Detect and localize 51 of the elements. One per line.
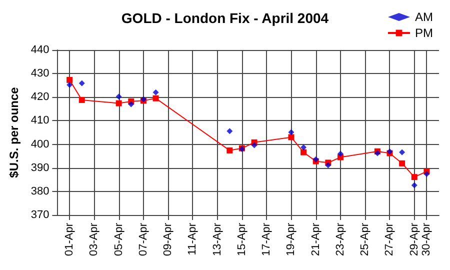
- point: [399, 160, 406, 166]
- point: [78, 80, 85, 86]
- x-tick-label: 15-Apr: [236, 222, 248, 256]
- point: [226, 147, 233, 154]
- y-tick-label: 370: [30, 209, 50, 221]
- y-tick-label: 380: [30, 185, 50, 198]
- y-tick-label: 410: [30, 114, 50, 127]
- point: [411, 174, 418, 180]
- point: [66, 82, 73, 88]
- x-tick-label: 11-Apr: [186, 222, 199, 256]
- point: [152, 95, 159, 102]
- point: [411, 182, 418, 188]
- y-tick-label: 420: [30, 91, 50, 104]
- x-tick-label: 27-Apr: [384, 222, 396, 256]
- x-tick-label: 29-Apr: [408, 222, 420, 256]
- x-tick-label: 03-Apr: [88, 222, 100, 256]
- x-tick-label: 23-Apr: [334, 222, 346, 256]
- point: [288, 134, 294, 140]
- point: [78, 96, 85, 103]
- point: [116, 100, 122, 106]
- point: [66, 76, 73, 83]
- x-tick-label: 17-Apr: [260, 222, 273, 256]
- point: [325, 162, 332, 168]
- y-tick-label: 390: [30, 162, 50, 174]
- x-tick-label: 09-Apr: [162, 222, 174, 256]
- point: [152, 89, 159, 96]
- chart-title: GOLD - London Fix - April 2004: [121, 10, 329, 26]
- point: [424, 170, 430, 177]
- x-tick-label: 21-Apr: [310, 222, 322, 256]
- x-tick-label: 13-Apr: [211, 222, 224, 256]
- point: [300, 149, 307, 156]
- y-axis-title: $U.S. per ounce: [7, 86, 21, 178]
- y-tick-label: 430: [30, 68, 50, 80]
- point: [251, 142, 258, 148]
- x-tick-label: 07-Apr: [137, 222, 150, 256]
- y-tick-label: 440: [30, 44, 50, 56]
- point: [337, 150, 344, 157]
- point: [300, 144, 307, 150]
- x-tick-label: 05-Apr: [112, 222, 125, 256]
- y-tick-label: 400: [30, 138, 50, 150]
- point: [226, 128, 233, 134]
- legend-label: PM: [415, 26, 434, 40]
- x-tick-label: 25-Apr: [359, 222, 372, 256]
- x-tick-label: 01-Apr: [64, 222, 76, 256]
- legend-label: AM: [415, 10, 434, 24]
- point: [128, 101, 134, 108]
- point: [116, 94, 122, 100]
- x-tick-label: 19-Apr: [285, 222, 298, 256]
- x-tick-label: 30-Apr: [420, 222, 433, 256]
- point: [399, 149, 406, 156]
- point: [288, 129, 294, 136]
